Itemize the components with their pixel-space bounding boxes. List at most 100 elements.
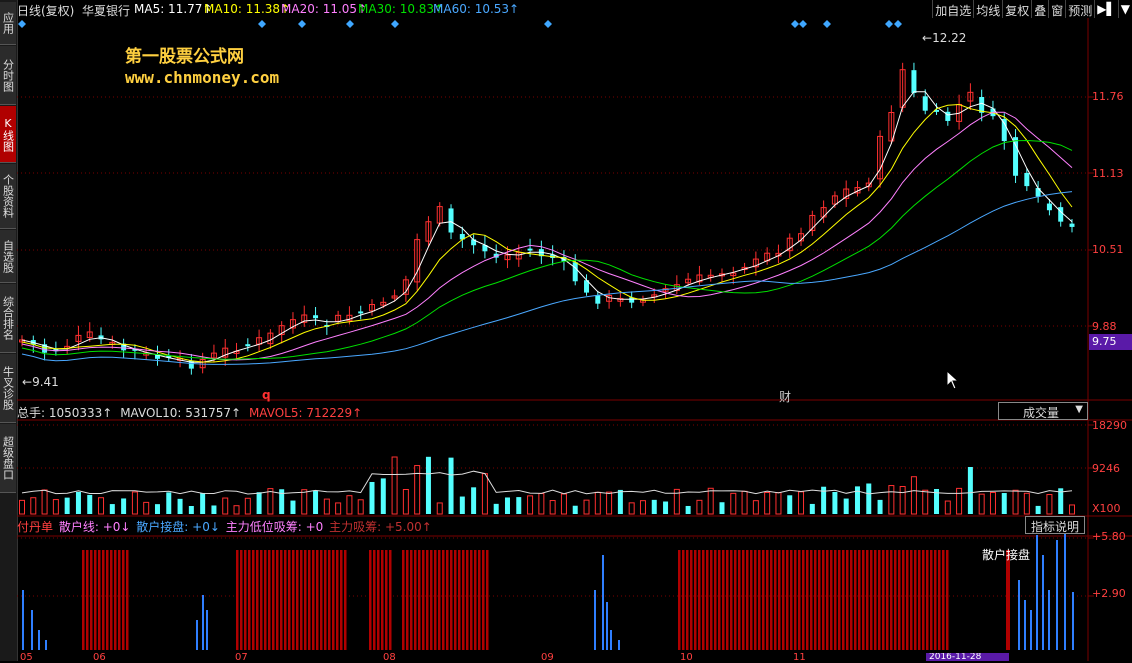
candle-body bbox=[730, 272, 737, 277]
volume-bar bbox=[323, 498, 330, 515]
volume-bar bbox=[493, 503, 499, 514]
absorb-bar bbox=[874, 550, 877, 650]
event-marker-finance[interactable]: 财 bbox=[779, 390, 792, 404]
candle-body bbox=[132, 348, 138, 351]
ma-line bbox=[21, 191, 1073, 365]
sidebar-item-apps[interactable]: 应用 bbox=[0, 2, 16, 45]
forecast-button[interactable]: 预测 bbox=[1065, 0, 1094, 18]
absorb-bar bbox=[766, 550, 769, 650]
absorb-bar bbox=[252, 550, 255, 650]
xaxis-date-value: 2016-11-28 bbox=[929, 653, 982, 661]
retail-bar bbox=[1030, 610, 1032, 650]
absorb-bar bbox=[850, 550, 853, 650]
volume-bar bbox=[1069, 504, 1075, 515]
sidebar-item-label: 超级盘口 bbox=[1, 436, 15, 480]
chevron-down-icon: ▼ bbox=[1075, 404, 1083, 415]
absorb-bar bbox=[938, 550, 941, 650]
absorb-bar bbox=[754, 550, 757, 650]
indicator-explain-button[interactable]: 指标说明 bbox=[1025, 516, 1085, 534]
volume-bar bbox=[516, 497, 522, 514]
absorb-bar bbox=[826, 550, 829, 650]
candle-body bbox=[922, 96, 928, 111]
event-diamond-icon bbox=[885, 20, 893, 28]
absorb-bar bbox=[486, 550, 489, 650]
absorb-bar bbox=[750, 550, 753, 650]
volume-bar bbox=[471, 487, 477, 514]
volume-bar bbox=[267, 488, 274, 515]
absorb-bar bbox=[373, 550, 376, 650]
candle-body bbox=[696, 274, 703, 283]
absorb-bar bbox=[702, 550, 705, 650]
window-button[interactable]: 窗 bbox=[1048, 0, 1065, 18]
sidebar-item-kline[interactable]: K线图 bbox=[0, 106, 16, 163]
candle-body bbox=[809, 214, 816, 232]
absorb-bar bbox=[430, 550, 433, 650]
volume-bar bbox=[989, 491, 996, 515]
volume-bar bbox=[809, 503, 815, 514]
indicator-selector-dropdown[interactable]: 成交量 ▼ bbox=[998, 402, 1088, 420]
candle-body bbox=[313, 315, 319, 319]
absorb-bar bbox=[248, 550, 251, 650]
sidebar-item-intraday[interactable]: 分时图 bbox=[0, 46, 16, 105]
volume-bar bbox=[617, 489, 623, 514]
dropdown-arrow-icon[interactable]: ▼ bbox=[1117, 0, 1132, 18]
volume-bar bbox=[244, 497, 251, 515]
volume-bar bbox=[594, 491, 601, 515]
absorb-bar bbox=[1006, 550, 1010, 650]
volume-bar bbox=[131, 491, 138, 515]
absorb-bar bbox=[758, 550, 761, 650]
retail-bar bbox=[38, 630, 40, 650]
main-low-value: 主力低位吸筹: +0 bbox=[225, 520, 324, 534]
candle-body bbox=[572, 262, 578, 282]
event-diamond-icon bbox=[823, 20, 831, 28]
event-marker-q[interactable]: q bbox=[262, 388, 271, 402]
volume-bar bbox=[866, 483, 872, 514]
retail-bar bbox=[1072, 592, 1074, 650]
absorb-bar bbox=[782, 550, 785, 650]
sidebar-item-super-depth[interactable]: 超级盘口 bbox=[0, 424, 16, 493]
price-tick-3: 10.51 bbox=[1092, 243, 1124, 256]
absorb-bar bbox=[690, 550, 693, 650]
absorb-bar bbox=[276, 550, 279, 650]
sidebar-item-ranking[interactable]: 综合排名 bbox=[0, 284, 16, 353]
volume-bar bbox=[967, 466, 973, 514]
absorb-bar bbox=[264, 550, 267, 650]
volume-bar bbox=[301, 489, 308, 515]
candle-body bbox=[527, 248, 533, 251]
absorb-bar bbox=[478, 550, 481, 650]
overlay-button[interactable]: 叠 bbox=[1031, 0, 1048, 18]
sidebar-item-watchlist[interactable]: 自选股 bbox=[0, 230, 16, 283]
absorb-bar bbox=[734, 550, 737, 650]
xaxis-month-07: 07 bbox=[235, 652, 248, 663]
absorb-bar bbox=[798, 550, 801, 650]
ma-settings-button[interactable]: 均线 bbox=[973, 0, 1002, 18]
absorb-bar bbox=[846, 550, 849, 650]
candle-body bbox=[86, 331, 93, 339]
volume-bar bbox=[1012, 489, 1019, 515]
volume-bar bbox=[30, 497, 37, 515]
retail-bar bbox=[202, 595, 204, 650]
candle-body bbox=[831, 195, 838, 205]
absorb-bar bbox=[810, 550, 813, 650]
mouse-cursor-icon bbox=[946, 369, 960, 393]
xaxis-month-09: 09 bbox=[541, 652, 554, 663]
restore-rights-button[interactable]: 复权 bbox=[1002, 0, 1031, 18]
volume-bar bbox=[538, 493, 545, 515]
indicator-tick-1: +5.80 bbox=[1092, 530, 1126, 543]
volume-bar bbox=[414, 465, 421, 515]
sidebar-item-profile[interactable]: 个股资料 bbox=[0, 164, 16, 229]
pin-icon[interactable]: ▶▌ bbox=[1094, 0, 1117, 18]
absorb-bar bbox=[377, 550, 380, 650]
absorb-bar bbox=[240, 550, 243, 650]
period-label[interactable]: 日线(复权) bbox=[17, 4, 75, 18]
absorb-bar bbox=[922, 550, 925, 650]
indicator-tick-1-value: 5.80 bbox=[1101, 530, 1126, 543]
sidebar-item-diagnosis[interactable]: 牛叉诊股 bbox=[0, 354, 16, 423]
absorb-bar bbox=[288, 550, 291, 650]
add-watchlist-button[interactable]: 加自选 bbox=[932, 0, 973, 18]
high-price-label: ←12.22 bbox=[922, 31, 967, 45]
absorb-bar bbox=[328, 550, 331, 650]
candle-body bbox=[945, 111, 951, 121]
absorb-bar bbox=[742, 550, 745, 650]
